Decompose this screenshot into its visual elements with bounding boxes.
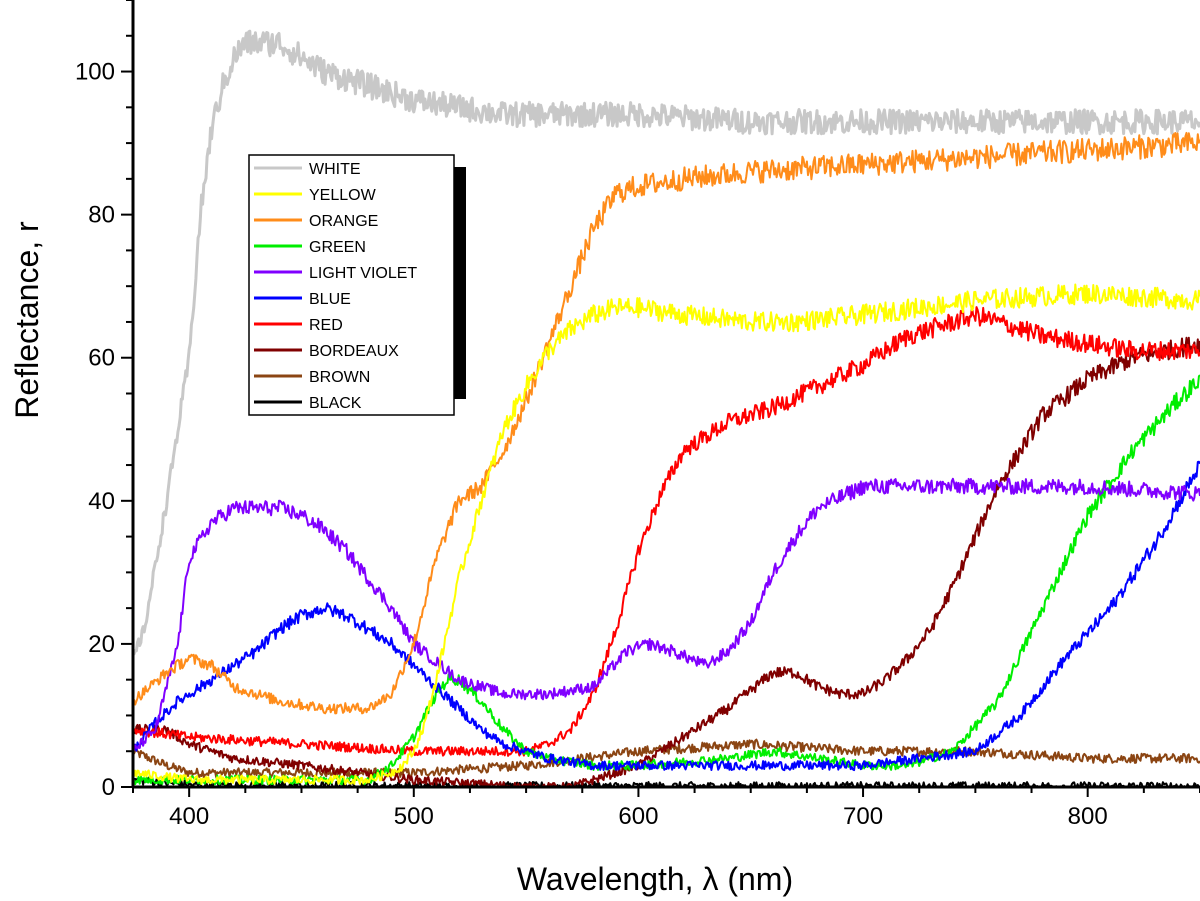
axes-layer: 400 500 600 700 800 0 20 40 60 80 100 xyxy=(75,0,1200,830)
x-tick-label: 400 xyxy=(169,803,209,830)
y-tick-label: 100 xyxy=(75,59,115,86)
series-line-brown xyxy=(133,738,1200,779)
series-line-white xyxy=(133,29,1200,656)
legend-label-white: WHITE xyxy=(309,161,361,178)
legend-label-orange: ORANGE xyxy=(309,213,378,230)
x-axis-title: Wavelength, λ (nm) xyxy=(517,861,793,897)
y-tick-label: 80 xyxy=(88,202,115,229)
legend-label-blue: BLUE xyxy=(309,291,351,308)
legend-label-red: RED xyxy=(309,317,343,334)
x-ticks: 400 500 600 700 800 xyxy=(132,787,1200,830)
legend-label-green: GREEN xyxy=(309,239,366,256)
series-line-yellow xyxy=(133,283,1200,786)
legend-label-brown: BROWN xyxy=(309,369,370,386)
series-line-red xyxy=(133,305,1200,757)
legend: WHITE YELLOW ORANGE GREEN LIGHT VIOLET BLUE RE… xyxy=(248,154,466,416)
series-line-light-violet xyxy=(133,477,1200,751)
legend-label-bordeaux: BORDEAUX xyxy=(309,343,399,360)
y-tick-label: 40 xyxy=(88,488,115,515)
series-line-orange xyxy=(133,131,1200,715)
y-tick-label: 20 xyxy=(88,631,115,658)
x-tick-label: 700 xyxy=(843,803,883,830)
legend-label-black: BLACK xyxy=(309,395,362,412)
legend-label-light-violet: LIGHT VIOLET xyxy=(309,265,417,282)
x-tick-label: 500 xyxy=(394,803,434,830)
series-line-green xyxy=(133,374,1200,786)
y-ticks: 0 20 40 60 80 100 xyxy=(75,0,133,801)
y-axis-title: Reflectance, r xyxy=(9,221,45,419)
x-tick-label: 800 xyxy=(1068,803,1108,830)
y-tick-label: 60 xyxy=(88,345,115,372)
series-line-bordeaux xyxy=(133,336,1200,788)
x-tick-label: 600 xyxy=(618,803,658,830)
series-line-blue xyxy=(133,460,1200,772)
legend-label-yellow: YELLOW xyxy=(309,187,377,204)
legend-box xyxy=(248,154,455,416)
y-tick-label: 0 xyxy=(102,774,115,801)
